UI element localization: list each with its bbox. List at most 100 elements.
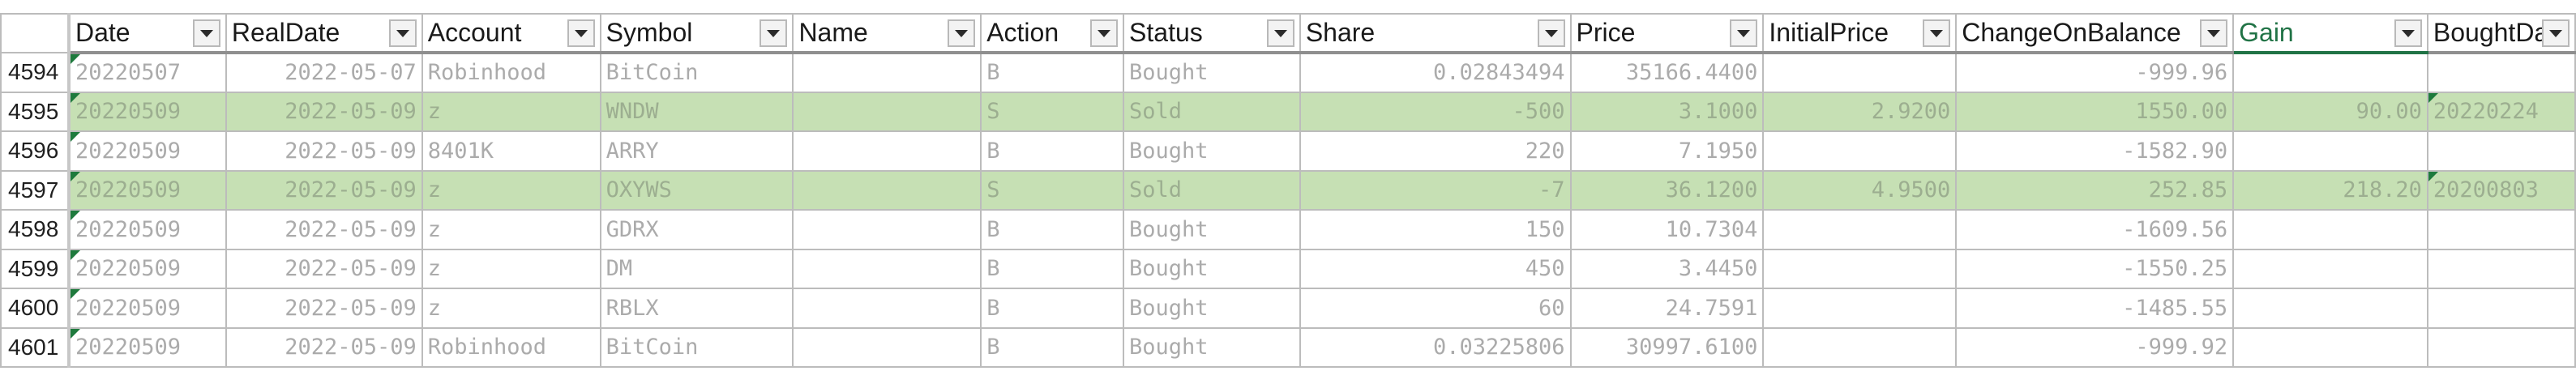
cell-gain[interactable]: [2232, 209, 2428, 250]
cell-status[interactable]: Sold: [1123, 169, 1301, 211]
cell-share[interactable]: -7: [1299, 169, 1572, 211]
cell-realdate[interactable]: 2022-05-09: [225, 248, 423, 289]
cell-changeonbalance[interactable]: -999.96: [1955, 52, 2235, 93]
cell-price[interactable]: 35166.4400: [1569, 52, 1765, 93]
row-number[interactable]: 4598: [0, 209, 71, 250]
column-header-gain[interactable]: Gain: [2232, 13, 2428, 54]
cell-initialprice[interactable]: [1762, 209, 1958, 250]
filter-dropdown-icon[interactable]: [1730, 19, 1758, 47]
cell-symbol[interactable]: ARRY: [599, 130, 794, 172]
row-number[interactable]: 4594: [0, 52, 71, 93]
cell-boughtdate[interactable]: [2426, 288, 2576, 329]
cell-boughtdate[interactable]: [2426, 130, 2576, 172]
cell-price[interactable]: 36.1200: [1569, 169, 1765, 211]
cell-share[interactable]: 150: [1299, 209, 1572, 250]
cell-date[interactable]: 20220509: [67, 91, 227, 132]
cell-initialprice[interactable]: [1762, 248, 1958, 289]
cell-date[interactable]: 20220509: [67, 130, 227, 172]
column-header-share[interactable]: Share: [1299, 13, 1572, 54]
cell-price[interactable]: 3.4450: [1569, 248, 1765, 289]
filter-dropdown-icon[interactable]: [2394, 19, 2422, 47]
cell-share[interactable]: 60: [1299, 288, 1572, 329]
filter-dropdown-icon[interactable]: [1266, 19, 1294, 47]
cell-initialprice[interactable]: 2.9200: [1762, 91, 1958, 132]
cell-changeonbalance[interactable]: -999.92: [1955, 326, 2235, 368]
cell-symbol[interactable]: BitCoin: [599, 326, 794, 368]
cell-symbol[interactable]: DM: [599, 248, 794, 289]
cell-action[interactable]: B: [980, 288, 1125, 329]
cell-realdate[interactable]: 2022-05-09: [225, 91, 423, 132]
cell-status[interactable]: Bought: [1123, 326, 1301, 368]
cell-changeonbalance[interactable]: -1550.25: [1955, 248, 2235, 289]
cell-status[interactable]: Bought: [1123, 288, 1301, 329]
cell-action[interactable]: S: [980, 169, 1125, 211]
filter-dropdown-icon[interactable]: [1923, 19, 1951, 47]
cell-gain[interactable]: [2232, 288, 2428, 329]
cell-gain[interactable]: 90.00: [2232, 91, 2428, 132]
cell-gain[interactable]: [2232, 130, 2428, 172]
cell-changeonbalance[interactable]: 1550.00: [1955, 91, 2235, 132]
cell-changeonbalance[interactable]: -1582.90: [1955, 130, 2235, 172]
cell-changeonbalance[interactable]: -1609.56: [1955, 209, 2235, 250]
cell-account[interactable]: z: [421, 91, 601, 132]
column-header-action[interactable]: Action: [980, 13, 1125, 54]
filter-dropdown-icon[interactable]: [1090, 19, 1119, 47]
row-number[interactable]: 4600: [0, 288, 71, 329]
cell-action[interactable]: B: [980, 130, 1125, 172]
cell-account[interactable]: Robinhood: [421, 326, 601, 368]
cell-name[interactable]: [792, 52, 982, 93]
filter-dropdown-icon[interactable]: [192, 19, 220, 47]
cell-boughtdate[interactable]: [2426, 248, 2576, 289]
row-number[interactable]: 4595: [0, 91, 71, 132]
cell-date[interactable]: 20220507: [67, 52, 227, 93]
cell-account[interactable]: Robinhood: [421, 52, 601, 93]
cell-name[interactable]: [792, 248, 982, 289]
cell-action[interactable]: S: [980, 91, 1125, 132]
cell-changeonbalance[interactable]: 252.85: [1955, 169, 2235, 211]
column-header-price[interactable]: Price: [1569, 13, 1765, 54]
cell-symbol[interactable]: BitCoin: [599, 52, 794, 93]
cell-boughtdate[interactable]: 20220224: [2426, 91, 2576, 132]
cell-initialprice[interactable]: [1762, 52, 1958, 93]
cell-account[interactable]: z: [421, 288, 601, 329]
filter-dropdown-icon[interactable]: [1537, 19, 1565, 47]
cell-status[interactable]: Bought: [1123, 248, 1301, 289]
column-header-status[interactable]: Status: [1123, 13, 1301, 54]
filter-dropdown-icon[interactable]: [388, 19, 417, 47]
cell-account[interactable]: 8401K: [421, 130, 601, 172]
cell-gain[interactable]: [2232, 248, 2428, 289]
cell-boughtdate[interactable]: [2426, 52, 2576, 93]
cell-symbol[interactable]: OXYWS: [599, 169, 794, 211]
filter-dropdown-icon[interactable]: [2542, 19, 2570, 47]
cell-symbol[interactable]: RBLX: [599, 288, 794, 329]
column-header-account[interactable]: Account: [421, 13, 601, 54]
cell-status[interactable]: Bought: [1123, 52, 1301, 93]
cell-symbol[interactable]: WNDW: [599, 91, 794, 132]
filter-dropdown-icon[interactable]: [760, 19, 788, 47]
column-header-symbol[interactable]: Symbol: [599, 13, 794, 54]
column-header-name[interactable]: Name: [792, 13, 982, 54]
cell-action[interactable]: B: [980, 248, 1125, 289]
cell-date[interactable]: 20220509: [67, 326, 227, 368]
cell-status[interactable]: Sold: [1123, 91, 1301, 132]
cell-realdate[interactable]: 2022-05-07: [225, 52, 423, 93]
column-header-boughtdate[interactable]: BoughtDate: [2426, 13, 2576, 54]
cell-name[interactable]: [792, 326, 982, 368]
corner-cell[interactable]: [0, 13, 71, 53]
cell-action[interactable]: B: [980, 326, 1125, 368]
cell-boughtdate[interactable]: [2426, 209, 2576, 250]
filter-dropdown-icon[interactable]: [567, 19, 595, 47]
cell-name[interactable]: [792, 169, 982, 211]
cell-price[interactable]: 10.7304: [1569, 209, 1765, 250]
cell-realdate[interactable]: 2022-05-09: [225, 288, 423, 329]
cell-share[interactable]: 450: [1299, 248, 1572, 289]
cell-date[interactable]: 20220509: [67, 288, 227, 329]
cell-price[interactable]: 30997.6100: [1569, 326, 1765, 368]
cell-name[interactable]: [792, 209, 982, 250]
cell-changeonbalance[interactable]: -1485.55: [1955, 288, 2235, 329]
cell-share[interactable]: -500: [1299, 91, 1572, 132]
row-number[interactable]: 4597: [0, 169, 71, 211]
row-number[interactable]: 4601: [0, 326, 71, 368]
cell-initialprice[interactable]: [1762, 288, 1958, 329]
cell-account[interactable]: z: [421, 209, 601, 250]
